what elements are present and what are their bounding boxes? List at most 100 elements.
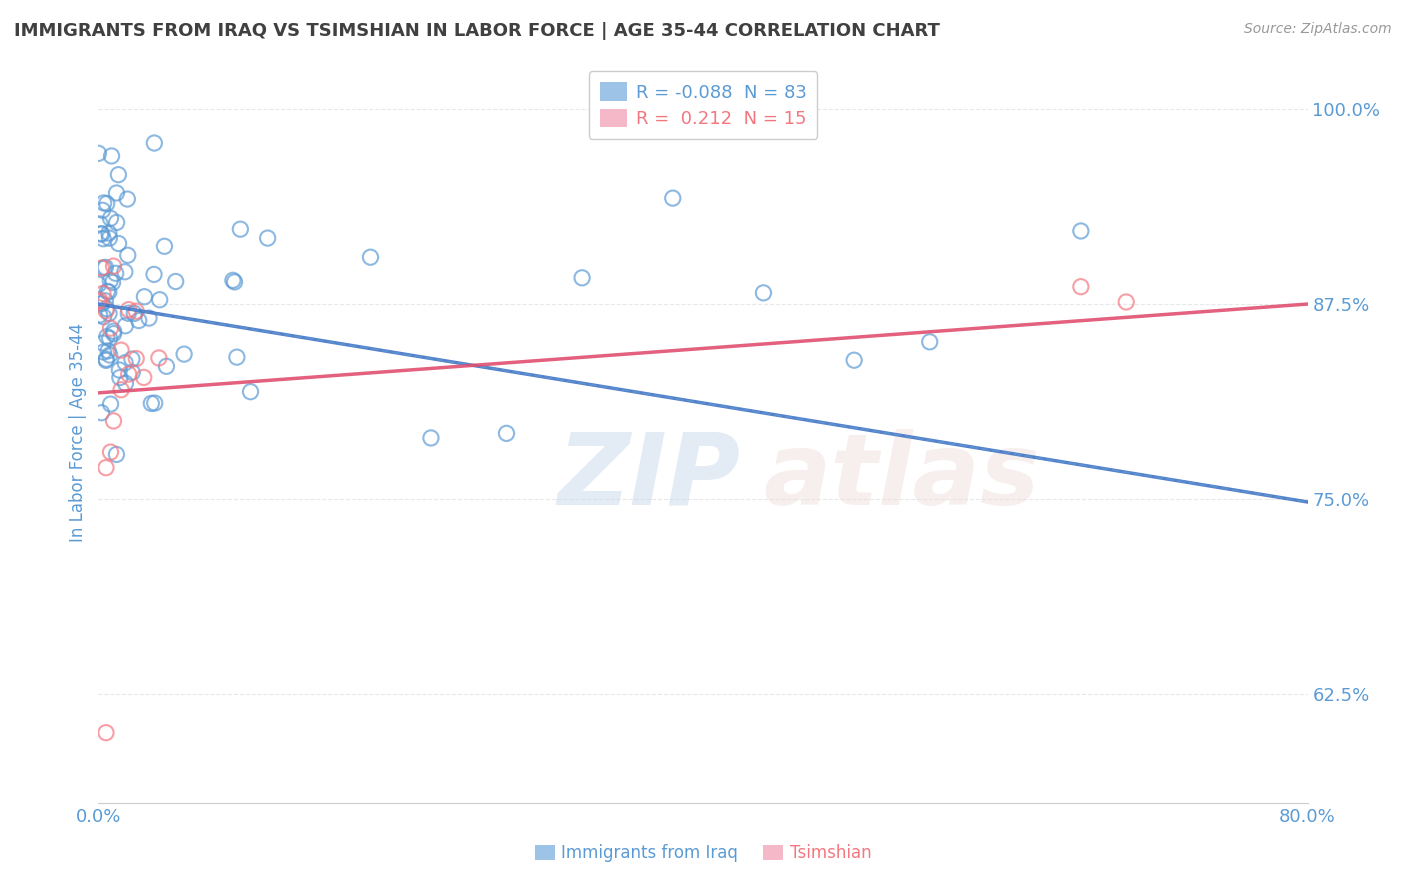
Text: IMMIGRANTS FROM IRAQ VS TSIMSHIAN IN LABOR FORCE | AGE 35-44 CORRELATION CHART: IMMIGRANTS FROM IRAQ VS TSIMSHIAN IN LAB… — [14, 22, 941, 40]
Point — [90, 406, 112, 420]
Point — [98, 331, 121, 345]
Point — [148, 351, 170, 365]
Point — [98, 348, 121, 362]
Point — [91, 203, 114, 218]
Point — [229, 222, 252, 236]
Point — [91, 336, 114, 351]
Point — [94, 303, 117, 318]
Point — [100, 397, 122, 411]
Point — [93, 345, 115, 359]
Point — [153, 239, 176, 253]
Point — [918, 334, 941, 349]
Text: atlas: atlas — [763, 428, 1040, 525]
Point — [1070, 224, 1092, 238]
Point — [107, 236, 129, 251]
Point — [117, 306, 139, 320]
Text: ZIP: ZIP — [558, 428, 741, 525]
Point — [1070, 279, 1092, 293]
Point — [94, 725, 117, 739]
Point — [97, 285, 120, 299]
Point — [110, 383, 132, 397]
Point — [225, 350, 247, 364]
Point — [90, 260, 112, 275]
Point — [844, 353, 866, 368]
Point — [105, 215, 128, 229]
Point — [104, 266, 127, 280]
Point — [96, 196, 118, 211]
Point — [1115, 295, 1137, 310]
Point — [89, 217, 111, 231]
Legend: Immigrants from Iraq, Tsimshian: Immigrants from Iraq, Tsimshian — [527, 838, 879, 869]
Point — [100, 149, 122, 163]
Point — [165, 275, 187, 289]
Point — [94, 293, 117, 308]
Text: Source: ZipAtlas.com: Source: ZipAtlas.com — [1244, 22, 1392, 37]
Point — [143, 136, 166, 150]
Point — [93, 310, 115, 324]
Point — [91, 286, 114, 301]
Point — [108, 363, 131, 377]
Point — [89, 227, 111, 241]
Point — [100, 321, 122, 335]
Point — [98, 306, 121, 320]
Point — [143, 268, 166, 282]
Point — [87, 294, 110, 309]
Point — [96, 301, 118, 316]
Point — [155, 359, 177, 374]
Point — [256, 231, 278, 245]
Point — [117, 192, 139, 206]
Point — [420, 431, 443, 445]
Point — [121, 352, 143, 367]
Point — [117, 248, 139, 262]
Point — [114, 318, 136, 333]
Point — [114, 356, 136, 370]
Point — [105, 447, 128, 461]
Point — [97, 226, 120, 240]
Point — [97, 343, 120, 358]
Point — [94, 260, 117, 275]
Point — [118, 367, 141, 381]
Point — [100, 445, 122, 459]
Point — [114, 376, 136, 391]
Point — [94, 353, 117, 368]
Point — [100, 211, 122, 226]
Point — [103, 326, 125, 341]
Point — [98, 231, 121, 245]
Point — [94, 352, 117, 367]
Point — [103, 414, 125, 428]
Point — [93, 261, 115, 276]
Point — [149, 293, 172, 307]
Point — [93, 195, 115, 210]
Point — [110, 343, 132, 358]
Point — [107, 168, 129, 182]
Point — [128, 313, 150, 327]
Point — [224, 275, 246, 289]
Point — [571, 270, 593, 285]
Point — [118, 302, 141, 317]
Point — [222, 273, 245, 287]
Point — [89, 293, 111, 308]
Point — [94, 460, 117, 475]
Point — [125, 351, 148, 366]
Point — [87, 146, 110, 161]
Y-axis label: In Labor Force | Age 35-44: In Labor Force | Age 35-44 — [69, 323, 87, 542]
Point — [141, 396, 163, 410]
Point — [495, 426, 517, 441]
Point — [752, 285, 775, 300]
Point — [96, 329, 118, 343]
Point — [91, 232, 114, 246]
Point — [103, 259, 125, 273]
Point — [138, 311, 160, 326]
Point — [90, 227, 112, 241]
Point — [114, 265, 136, 279]
Point — [239, 384, 262, 399]
Point — [661, 191, 683, 205]
Point — [96, 285, 118, 299]
Point — [105, 186, 128, 200]
Point — [98, 273, 121, 287]
Point — [89, 308, 111, 322]
Point — [90, 296, 112, 310]
Point — [87, 277, 110, 292]
Point — [125, 304, 148, 318]
Point — [121, 365, 143, 379]
